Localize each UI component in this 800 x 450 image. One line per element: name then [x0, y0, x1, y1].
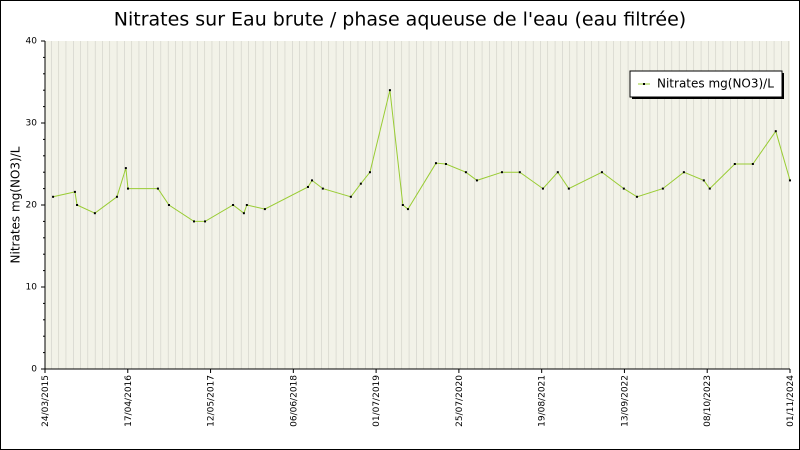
data-point [321, 187, 324, 190]
data-point [167, 204, 170, 206]
data-point [76, 204, 79, 206]
y-axis-label: Nitrates mg(NO3)/L [9, 146, 23, 263]
data-point [444, 163, 447, 165]
data-point [306, 185, 309, 188]
data-point [93, 212, 96, 215]
data-point [156, 187, 159, 190]
data-point [115, 195, 118, 198]
data-point [541, 187, 544, 190]
y-tick-label: 30 [26, 119, 38, 129]
legend-box [629, 70, 783, 98]
legend-label: Nitrates mg(NO3)/L [657, 77, 774, 91]
x-tick-label: 06/06/2018 [289, 375, 299, 427]
x-tick-label: 19/08/2021 [538, 375, 548, 427]
data-point [263, 208, 266, 211]
data-point [193, 220, 195, 223]
data-point [635, 195, 638, 198]
data-point [567, 187, 570, 190]
x-tick-label: 08/10/2023 [703, 375, 713, 427]
y-tick-label: 10 [26, 283, 38, 293]
data-point [464, 171, 467, 174]
x-tick-label: 17/04/2016 [124, 375, 134, 427]
data-point [401, 204, 404, 206]
data-point [349, 195, 352, 198]
data-point [774, 130, 777, 133]
data-point [242, 212, 245, 215]
data-point [708, 187, 711, 190]
data-point [126, 187, 129, 190]
data-point [661, 187, 664, 190]
y-tick-label: 0 [31, 365, 37, 375]
data-point [500, 171, 503, 174]
data-point [311, 179, 314, 182]
data-point [368, 171, 371, 174]
data-point [434, 162, 437, 165]
legend: Nitrates mg(NO3)/L [629, 70, 784, 99]
x-tick-label: 24/03/2015 [41, 375, 51, 427]
data-point [789, 179, 791, 182]
data-point [682, 171, 685, 174]
data-point [406, 208, 409, 211]
chart-title: Nitrates sur Eau brute / phase aqueuse d… [114, 9, 686, 31]
data-point [600, 171, 603, 174]
data-point [622, 187, 625, 190]
data-point [204, 220, 207, 223]
data-point [388, 89, 391, 92]
data-point [751, 163, 754, 165]
data-point [702, 179, 705, 182]
x-tick-label: 01/11/2024 [786, 375, 796, 427]
y-tick-label: 20 [26, 201, 38, 211]
data-point [518, 171, 521, 174]
data-point [232, 204, 235, 206]
x-tick-label: 13/09/2022 [620, 375, 630, 427]
data-point [475, 179, 478, 182]
legend-marker [643, 83, 645, 85]
x-tick-label: 25/07/2020 [455, 375, 465, 427]
x-tick-label: 12/05/2017 [207, 375, 217, 427]
data-point [52, 195, 55, 198]
data-point [73, 190, 76, 193]
x-tick-label: 01/07/2019 [372, 375, 382, 427]
data-point [245, 204, 248, 206]
data-line [52, 90, 791, 222]
data-point [359, 182, 362, 185]
data-point [556, 171, 559, 174]
data-point [124, 167, 127, 170]
y-tick-label: 40 [26, 37, 38, 47]
data-point [733, 163, 736, 165]
